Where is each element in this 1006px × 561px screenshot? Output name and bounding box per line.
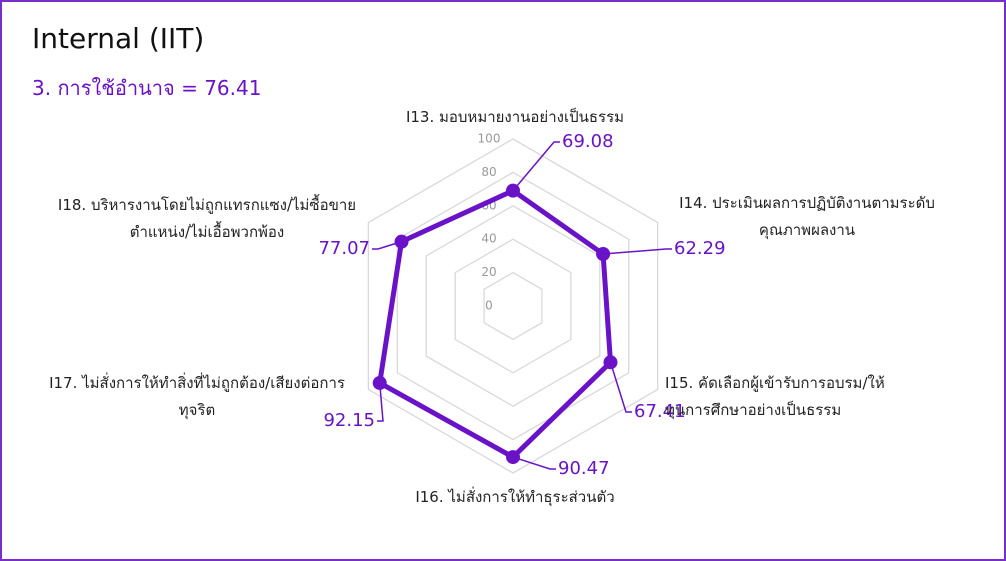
value-label: 69.08	[562, 131, 614, 152]
leader-line	[377, 382, 384, 422]
r-tick-label: 20	[481, 265, 496, 279]
value-label: 92.15	[323, 410, 375, 431]
r-tick-label: 0	[485, 299, 493, 313]
value-label: 90.47	[558, 458, 610, 479]
value-label: 67.41	[634, 401, 686, 422]
leader-line	[512, 456, 556, 470]
leader-line	[372, 240, 402, 250]
axis-label: I15. คัดเลือกผู้เข้ารับการอบรม/ให้ ทุนกา…	[665, 374, 885, 419]
r-tick-label: 80	[481, 165, 496, 179]
grid-ring	[367, 138, 659, 474]
value-label: 62.29	[674, 238, 726, 259]
axis-label: I18. บริหารงานโดยไม่ถูกแทรกแซง/ไม่ซื้อขา…	[57, 196, 357, 241]
grid-ring	[396, 171, 630, 441]
value-label: 77.07	[318, 238, 370, 259]
leader-line	[609, 362, 632, 413]
chart-title: Internal (IIT)	[32, 22, 205, 55]
grid-ring	[483, 271, 543, 341]
leader-line	[603, 248, 672, 255]
axis-label: I13. มอบหมายงานอย่างเป็นธรรม	[405, 108, 625, 126]
axis-label: I17. ไม่สั่งการให้ทำสิ่งที่ไม่ถูกต้อง/เส…	[49, 374, 345, 419]
axis-label: I16. ไม่สั่งการให้ทำธุระส่วนตัว	[415, 488, 615, 506]
radar-line	[377, 188, 613, 460]
leader-line	[512, 141, 560, 192]
r-tick-label: 100	[478, 132, 501, 146]
axis-label: I14. ประเมินผลการปฏิบัติงานตามระดับ คุณภ…	[679, 194, 935, 239]
chart-subtitle: 3. การใช้อำนาจ = 76.41	[32, 76, 262, 100]
r-tick-label: 40	[481, 232, 496, 246]
grid-ring	[454, 238, 572, 374]
